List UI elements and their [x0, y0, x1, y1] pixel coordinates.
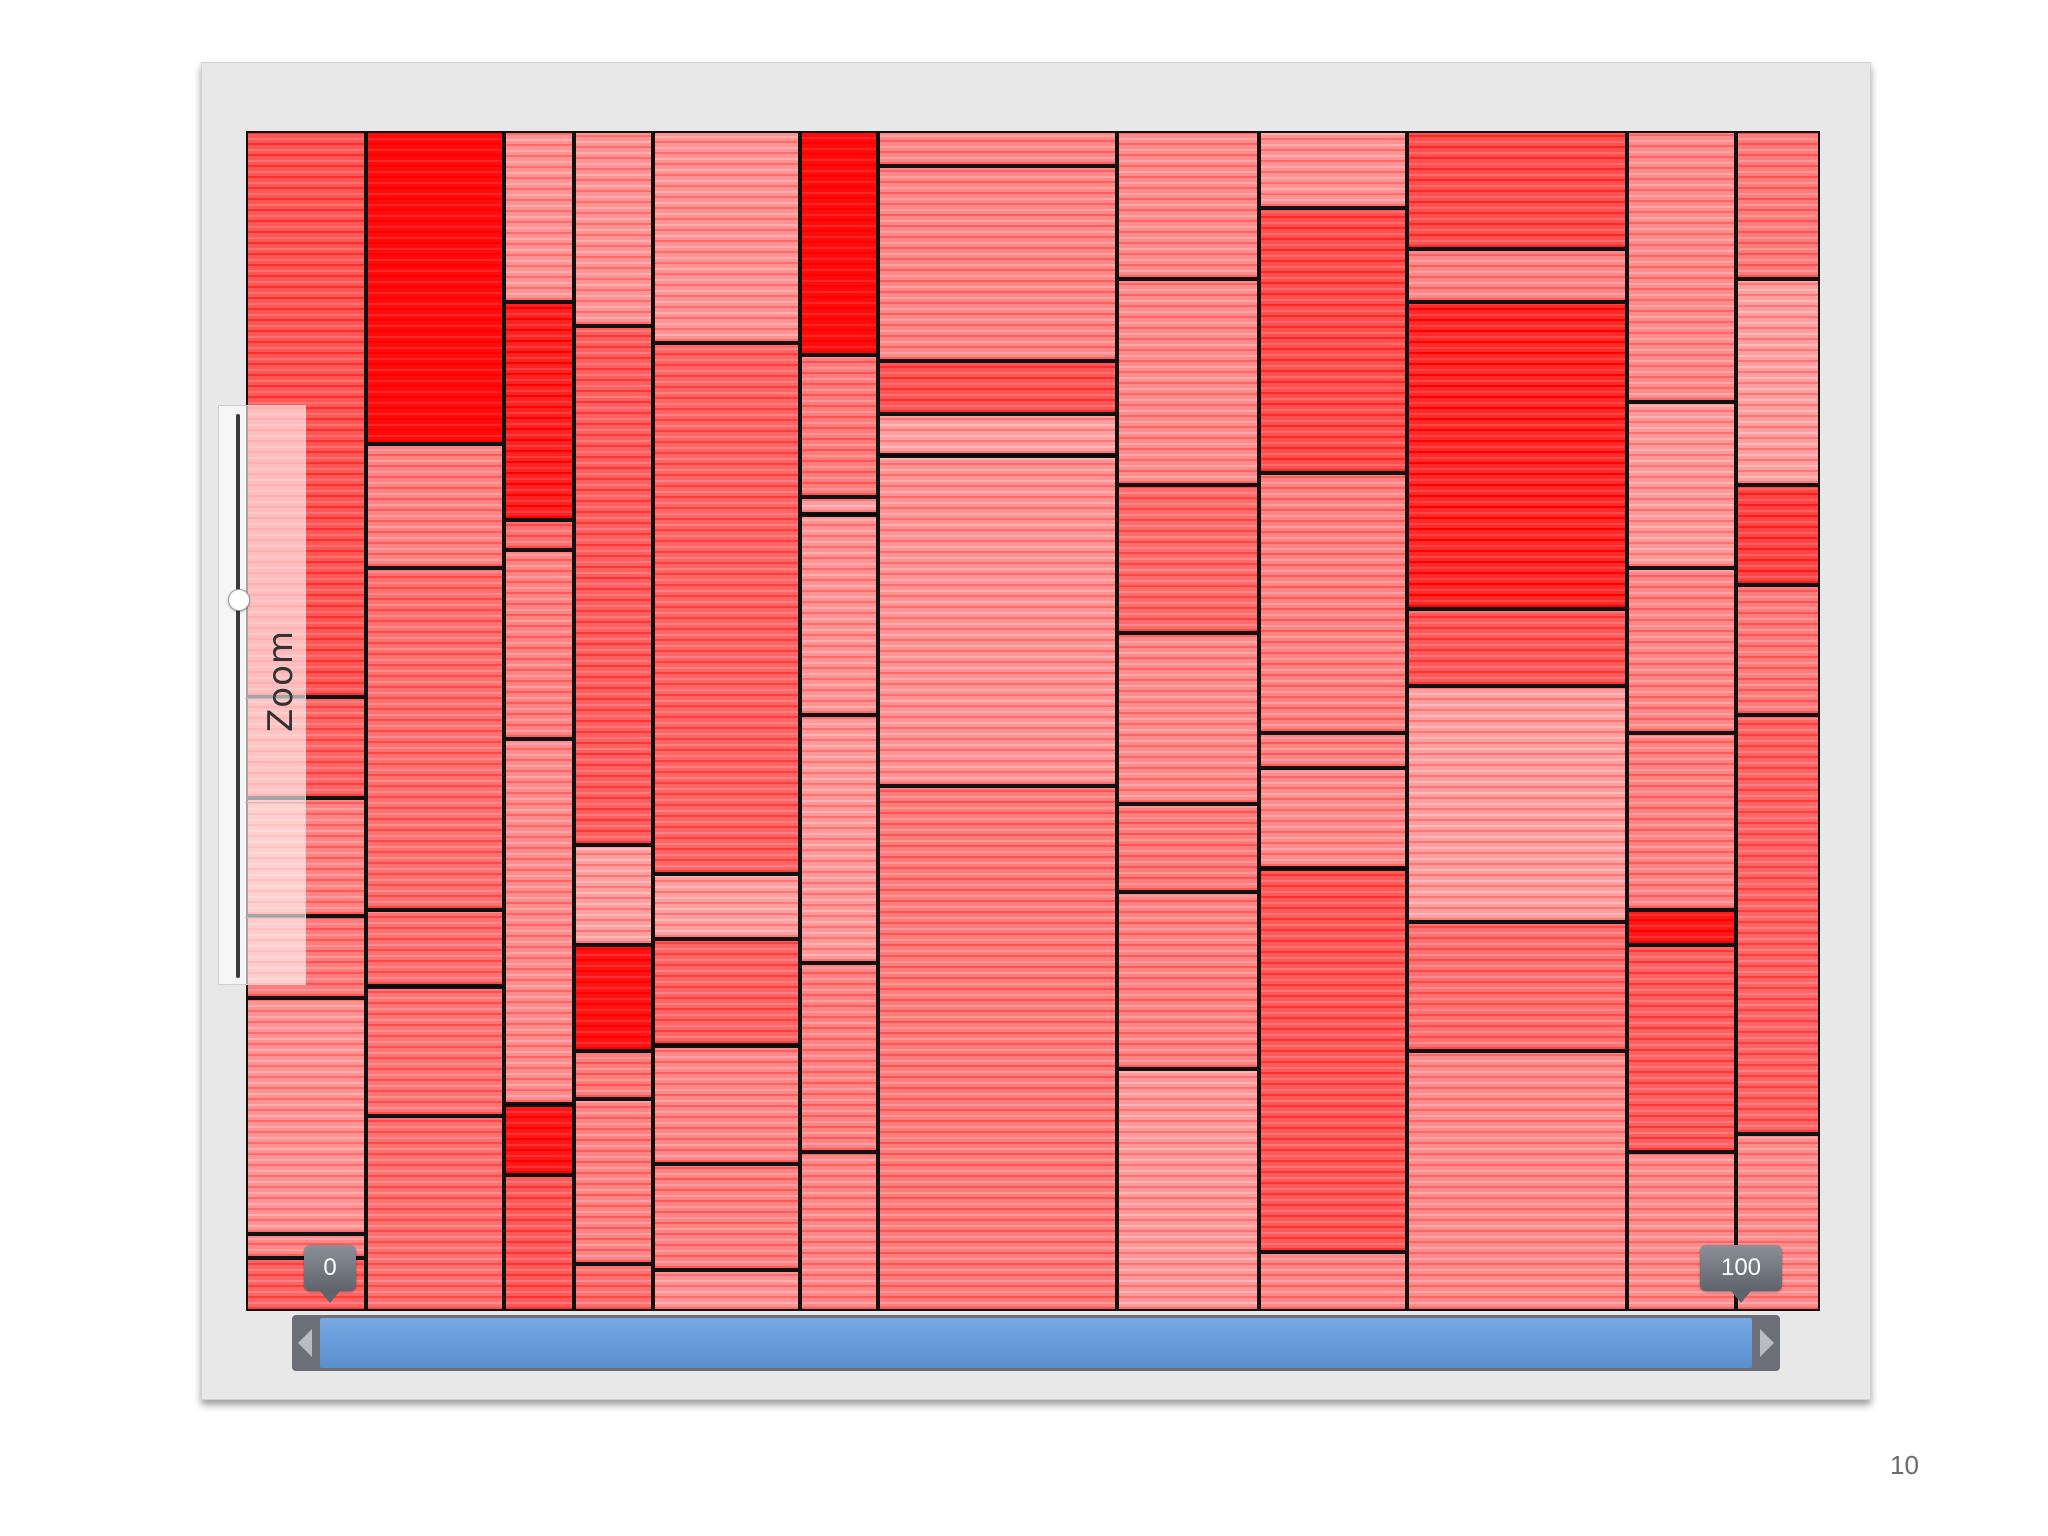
treemap-cell[interactable] [573, 1098, 653, 1264]
treemap-cell[interactable] [366, 567, 505, 910]
treemap-cell[interactable] [877, 166, 1117, 362]
treemap-cell[interactable] [366, 131, 505, 444]
zoom-track[interactable] [236, 414, 240, 978]
treemap-cell[interactable] [652, 131, 801, 344]
treemap-cell[interactable] [800, 962, 878, 1152]
treemap-cell[interactable] [1116, 485, 1260, 633]
treemap-cell[interactable] [573, 131, 653, 326]
treemap-cell[interactable] [1406, 249, 1627, 303]
treemap-cell[interactable] [800, 355, 878, 497]
treemap-cell[interactable] [1406, 131, 1627, 249]
treemap-cell[interactable] [1626, 1151, 1737, 1311]
treemap-cell[interactable] [1259, 1252, 1407, 1311]
treemap-cell[interactable] [1116, 892, 1260, 1070]
treemap-cell[interactable] [652, 1045, 801, 1164]
treemap-cell[interactable] [1626, 131, 1737, 403]
treemap-cell[interactable] [573, 1263, 653, 1311]
treemap-cell[interactable] [800, 514, 878, 716]
treemap-cell[interactable] [1626, 567, 1737, 733]
slide-number: 10 [1890, 1450, 1919, 1480]
treemap-cell[interactable] [800, 715, 878, 963]
treemap-cell[interactable] [1259, 131, 1407, 208]
range-slider[interactable] [292, 1315, 1780, 1371]
treemap-cell[interactable] [1259, 732, 1407, 769]
treemap-cell[interactable] [1736, 715, 1820, 1134]
range-max-handle[interactable]: 100 [1700, 1245, 1782, 1303]
zoom-knob[interactable] [228, 589, 250, 611]
treemap-cell[interactable] [504, 738, 574, 1105]
treemap-cell[interactable] [1736, 485, 1820, 586]
treemap-cell[interactable] [1406, 302, 1627, 609]
treemap-cell[interactable] [504, 549, 574, 739]
treemap-cell[interactable] [573, 325, 653, 845]
treemap-cell[interactable] [1626, 909, 1737, 946]
range-min-handle[interactable]: 0 [304, 1245, 356, 1303]
treemap-cell[interactable] [652, 939, 801, 1046]
treemap-cell[interactable] [877, 785, 1117, 1311]
treemap-cell[interactable] [366, 909, 505, 987]
zoom-slider-panel[interactable]: Zoom [218, 405, 306, 985]
treemap-cell[interactable] [800, 131, 878, 356]
treemap-cell[interactable] [573, 945, 653, 1052]
treemap-cell[interactable] [366, 986, 505, 1117]
range-right-arrow-icon[interactable] [1760, 1329, 1774, 1357]
treemap-cell[interactable] [1736, 278, 1820, 485]
treemap-cell[interactable] [1736, 131, 1820, 279]
treemap-cell[interactable] [573, 1051, 653, 1099]
treemap-cell[interactable] [1116, 1069, 1260, 1311]
treemap-cell[interactable] [1259, 868, 1407, 1252]
treemap-cell[interactable] [1116, 131, 1260, 279]
zoom-tick [245, 917, 305, 918]
treemap-cell[interactable] [1406, 685, 1627, 922]
treemap-cell[interactable] [652, 874, 801, 940]
treemap-cell[interactable] [504, 1104, 574, 1176]
treemap-cell[interactable] [1116, 803, 1260, 893]
treemap-cell[interactable] [246, 998, 367, 1235]
treemap-cell[interactable] [573, 844, 653, 946]
zoom-tick [245, 802, 305, 803]
treemap-cell[interactable] [1259, 768, 1407, 869]
treemap-cell[interactable] [504, 1175, 574, 1311]
treemap-cell[interactable] [1259, 473, 1407, 733]
treemap-cell[interactable] [652, 1269, 801, 1311]
treemap-cell[interactable] [1626, 732, 1737, 910]
treemap-cell[interactable] [504, 131, 574, 303]
treemap-cell[interactable] [1626, 945, 1737, 1152]
treemap-heatmap[interactable] [246, 131, 1820, 1311]
range-left-arrow-icon[interactable] [298, 1329, 312, 1357]
treemap-cell[interactable] [366, 1116, 505, 1311]
treemap-cell[interactable] [652, 1163, 801, 1270]
treemap-cell[interactable] [1406, 1051, 1627, 1311]
treemap-cell[interactable] [652, 343, 801, 875]
zoom-tick [245, 698, 305, 699]
treemap-cell[interactable] [1116, 632, 1260, 804]
treemap-cell[interactable] [1736, 585, 1820, 716]
treemap-cell[interactable] [1626, 402, 1737, 568]
treemap-cell[interactable] [877, 361, 1117, 415]
treemap-cell[interactable] [366, 443, 505, 568]
treemap-cell[interactable] [877, 414, 1117, 456]
range-selection[interactable] [320, 1318, 1752, 1368]
treemap-cell[interactable] [800, 1151, 878, 1311]
zoom-label: Zoom [261, 629, 301, 733]
treemap-cell[interactable] [1406, 608, 1627, 686]
treemap-cell[interactable] [877, 131, 1117, 167]
treemap-cell[interactable] [1406, 921, 1627, 1052]
treemap-cell[interactable] [877, 455, 1117, 786]
treemap-cell[interactable] [800, 496, 878, 515]
treemap-cell[interactable] [1259, 207, 1407, 474]
treemap-cell[interactable] [504, 520, 574, 550]
treemap-cell[interactable] [1116, 278, 1260, 485]
treemap-cell[interactable] [504, 302, 574, 521]
